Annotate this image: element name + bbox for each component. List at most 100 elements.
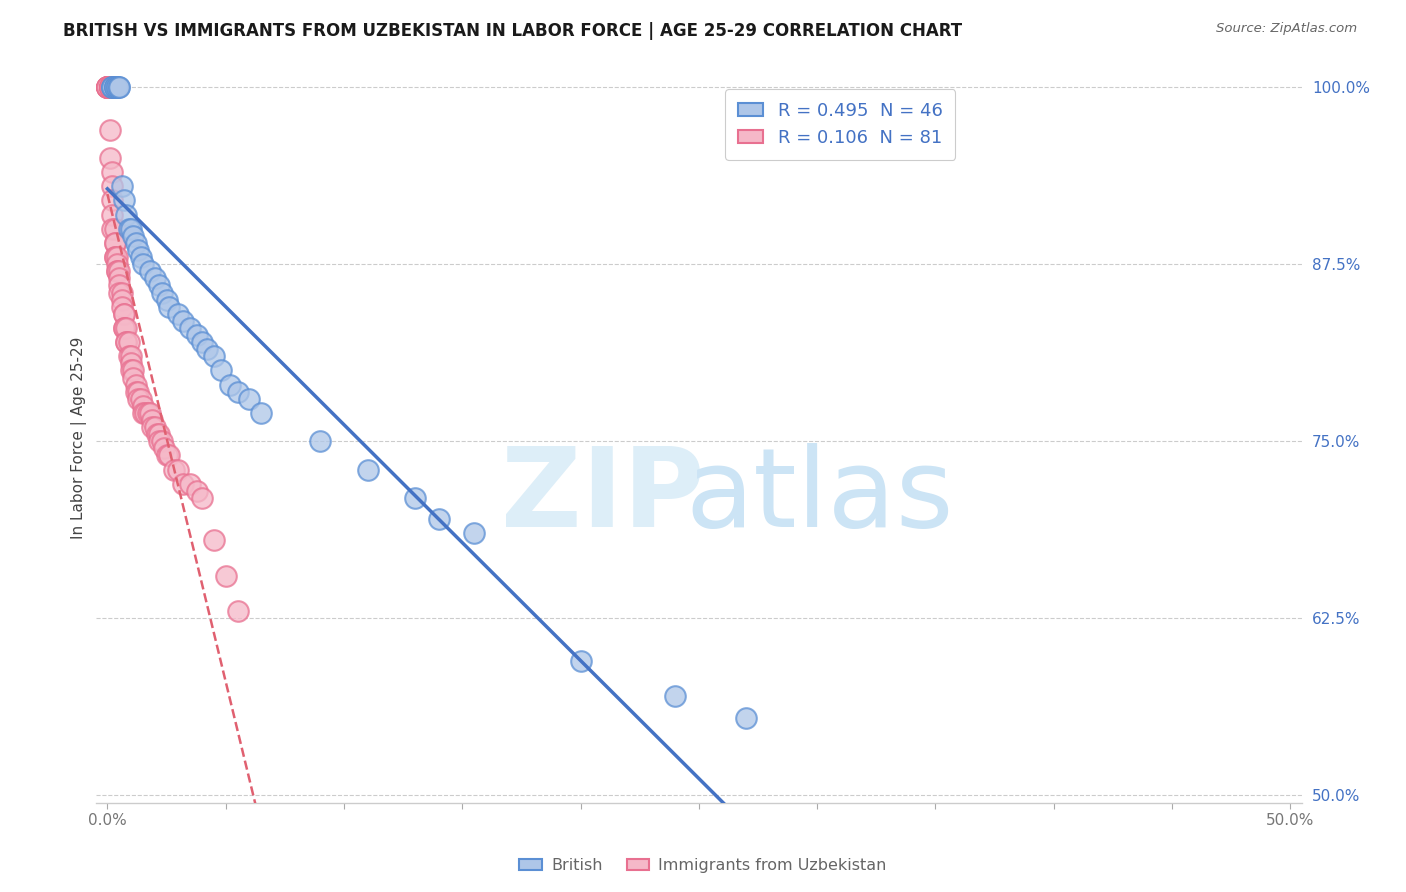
Point xyxy=(96,80,118,95)
Point xyxy=(139,406,162,420)
Point xyxy=(136,406,159,420)
Point xyxy=(132,257,155,271)
Point xyxy=(127,384,149,399)
Legend: British, Immigrants from Uzbekistan: British, Immigrants from Uzbekistan xyxy=(513,852,893,880)
Point xyxy=(664,690,686,704)
Point xyxy=(202,533,225,548)
Point xyxy=(129,250,152,264)
Point xyxy=(226,604,249,618)
Point xyxy=(735,710,758,724)
Point xyxy=(110,300,132,314)
Point xyxy=(148,427,170,442)
Point xyxy=(157,300,180,314)
Point xyxy=(115,335,138,350)
Point xyxy=(356,462,378,476)
Point xyxy=(98,80,121,95)
Point xyxy=(132,399,155,413)
Point xyxy=(153,442,176,456)
Legend: R = 0.495  N = 46, R = 0.106  N = 81: R = 0.495 N = 46, R = 0.106 N = 81 xyxy=(725,89,955,160)
Point xyxy=(105,80,128,95)
Point xyxy=(96,80,118,95)
Point xyxy=(157,449,180,463)
Point xyxy=(98,151,121,165)
Point xyxy=(148,434,170,449)
Point xyxy=(98,80,121,95)
Point xyxy=(163,462,186,476)
Point xyxy=(167,462,190,476)
Point xyxy=(115,335,138,350)
Point xyxy=(101,179,124,194)
Point xyxy=(202,349,225,363)
Point xyxy=(105,264,128,278)
Point xyxy=(122,228,145,243)
Point xyxy=(101,208,124,222)
Point xyxy=(309,434,332,449)
Point xyxy=(122,370,145,384)
Point xyxy=(98,80,121,95)
Point xyxy=(103,222,125,236)
Point xyxy=(118,222,141,236)
Point xyxy=(103,80,125,95)
Point xyxy=(129,392,152,406)
Point xyxy=(125,384,148,399)
Point xyxy=(103,80,125,95)
Point xyxy=(101,165,124,179)
Point xyxy=(105,257,128,271)
Point xyxy=(110,179,132,194)
Point xyxy=(101,80,124,95)
Point xyxy=(108,278,131,293)
Point xyxy=(98,122,121,136)
Point xyxy=(132,406,155,420)
Point xyxy=(96,80,118,95)
Point xyxy=(155,449,177,463)
Point xyxy=(103,235,125,250)
Point xyxy=(101,80,124,95)
Point xyxy=(108,80,131,95)
Point xyxy=(127,392,149,406)
Point xyxy=(105,80,128,95)
Point xyxy=(120,349,142,363)
Point xyxy=(112,321,135,335)
Point xyxy=(143,271,166,285)
Text: BRITISH VS IMMIGRANTS FROM UZBEKISTAN IN LABOR FORCE | AGE 25-29 CORRELATION CHA: BRITISH VS IMMIGRANTS FROM UZBEKISTAN IN… xyxy=(63,22,962,40)
Point xyxy=(127,243,149,257)
Point xyxy=(186,328,208,343)
Text: atlas: atlas xyxy=(685,442,953,549)
Point xyxy=(404,491,426,505)
Point xyxy=(195,342,218,356)
Point xyxy=(250,406,273,420)
Point xyxy=(172,476,194,491)
Point xyxy=(110,285,132,300)
Point xyxy=(115,321,138,335)
Point xyxy=(226,384,249,399)
Point xyxy=(122,363,145,377)
Point xyxy=(112,194,135,208)
Point xyxy=(96,80,118,95)
Point xyxy=(118,335,141,350)
Point xyxy=(209,363,232,377)
Point xyxy=(179,321,201,335)
Point xyxy=(134,406,156,420)
Point xyxy=(108,271,131,285)
Point xyxy=(150,434,173,449)
Point xyxy=(238,392,260,406)
Point xyxy=(179,476,201,491)
Point xyxy=(98,80,121,95)
Point xyxy=(120,222,142,236)
Point xyxy=(118,349,141,363)
Point xyxy=(155,293,177,307)
Point xyxy=(98,80,121,95)
Point xyxy=(101,80,124,95)
Point xyxy=(103,250,125,264)
Point xyxy=(108,285,131,300)
Point xyxy=(96,80,118,95)
Point xyxy=(141,413,163,427)
Point xyxy=(103,235,125,250)
Point xyxy=(115,208,138,222)
Point xyxy=(167,307,190,321)
Point xyxy=(120,363,142,377)
Point xyxy=(191,491,214,505)
Point xyxy=(569,654,592,668)
Point xyxy=(96,80,118,95)
Point xyxy=(215,569,238,583)
